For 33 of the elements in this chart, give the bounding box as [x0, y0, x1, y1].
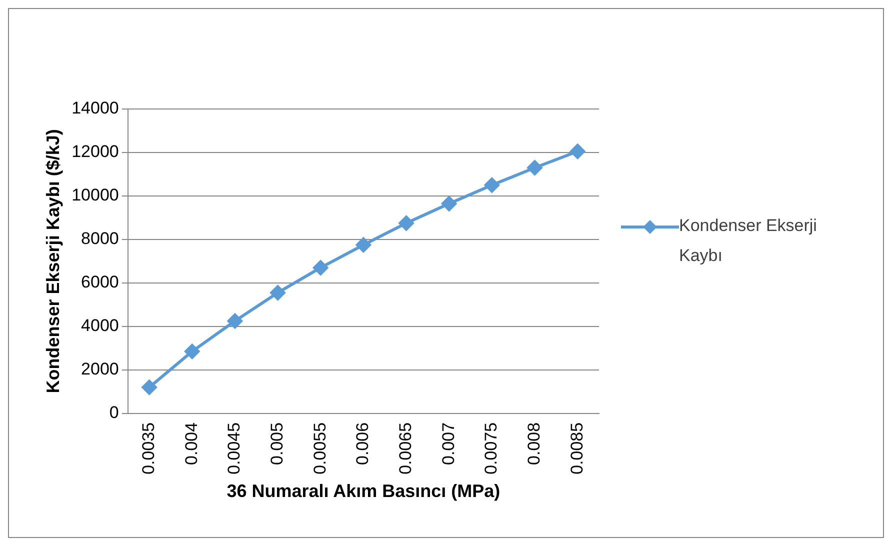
point	[356, 237, 371, 252]
x-tick-label: 0.0045	[224, 422, 244, 474]
x-axis-title: 36 Numaralı Akım Basıncı (MPa)	[226, 481, 500, 502]
x-tick-label: 0.0085	[567, 422, 586, 474]
point	[570, 144, 586, 159]
x-tick-label: 0.0065	[396, 422, 415, 474]
x-tick-label: 0.006	[353, 422, 372, 465]
point	[227, 313, 242, 328]
point	[313, 260, 328, 276]
point	[142, 380, 157, 395]
y-tick-label: 4000	[81, 316, 119, 336]
y-tick-label: 10000	[72, 186, 119, 205]
x-tick-label: 0.007	[438, 422, 458, 465]
legend-label: Kondenser Ekserji Kaybı	[679, 214, 818, 266]
point	[398, 216, 414, 231]
point	[442, 196, 457, 212]
point	[184, 344, 200, 359]
y-tick-label: 8000	[81, 229, 119, 248]
y-tick-label: 12000	[72, 142, 119, 162]
point	[484, 178, 500, 193]
point	[527, 160, 542, 176]
x-tick-label: 0.008	[524, 422, 544, 465]
x-tick-label: 0.0055	[310, 422, 330, 474]
y-tick-label: 14000	[72, 98, 119, 118]
x-tick-label: 0.0035	[138, 422, 158, 474]
y-axis-title: Kondenser Ekserji Kaybı ($/kJ)	[42, 129, 63, 394]
x-tick-label: 0.005	[267, 422, 286, 465]
y-tick-label: 0	[109, 403, 119, 422]
y-tick-label: 2000	[81, 360, 119, 379]
x-tick-label: 0.004	[182, 422, 201, 465]
x-tick-label: 0.0075	[482, 422, 501, 474]
y-tick-label: 6000	[81, 272, 119, 292]
point	[270, 285, 286, 300]
